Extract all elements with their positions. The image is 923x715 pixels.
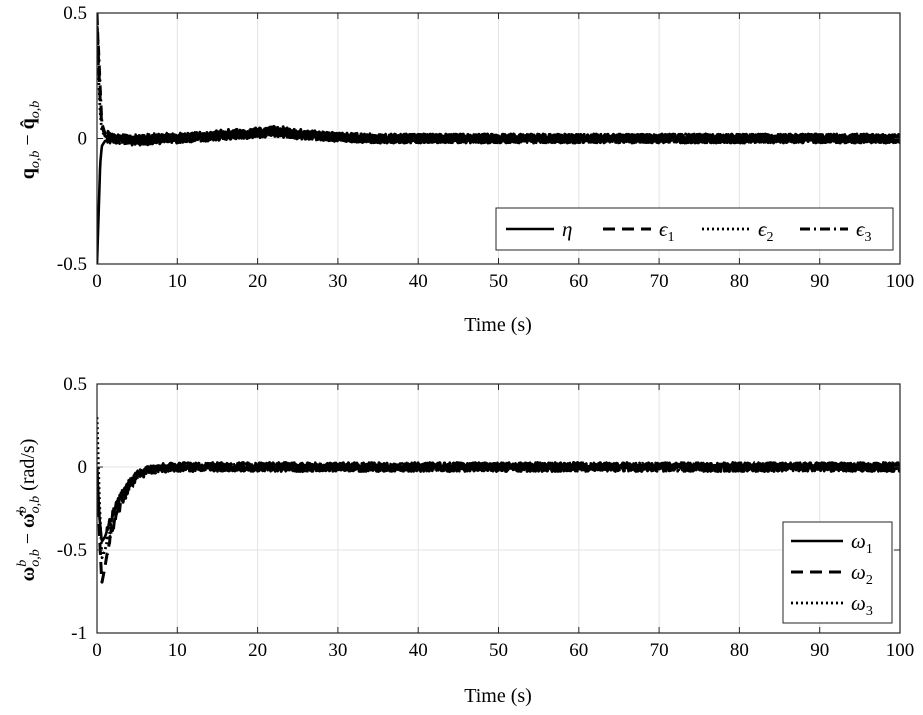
bottom-plot-grid bbox=[96, 383, 901, 634]
x-tick-label: 40 bbox=[409, 271, 428, 292]
legend-label: ϵ2 bbox=[758, 217, 773, 245]
top-plot-x-axis-label: Time (s) bbox=[464, 314, 532, 336]
series-line-omega3 bbox=[97, 417, 900, 560]
top-ylabel-sub2: o,b bbox=[28, 101, 43, 119]
bottom-ylabel-sub: o,b bbox=[28, 549, 43, 567]
x-tick-label: 30 bbox=[328, 640, 347, 661]
bottom-ylabel-sup2: b bbox=[15, 506, 30, 513]
legend-label: ω1 bbox=[851, 529, 873, 557]
bottom-plot-legend: ω1 ω2 ω3 bbox=[782, 521, 893, 624]
bottom-plot-x-axis-label: Time (s) bbox=[464, 685, 532, 707]
x-tick-label: 20 bbox=[248, 271, 267, 292]
legend-box bbox=[495, 207, 894, 251]
bottom-plot-x-ticks: 0 10 20 30 40 50 60 70 80 90 100 bbox=[92, 384, 914, 661]
top-ylabel-qhat: q̂ bbox=[17, 118, 39, 129]
x-tick-label: 10 bbox=[168, 271, 187, 292]
top-ylabel-q: q bbox=[17, 168, 39, 179]
legend-label: η bbox=[562, 217, 572, 241]
bottom-ylabel-minus: − bbox=[17, 528, 39, 549]
x-tick-label: 90 bbox=[810, 640, 829, 661]
x-tick-label: 50 bbox=[489, 271, 508, 292]
bottom-ylabel-unit: (rad/s) bbox=[17, 439, 39, 496]
bottom-plot-y-axis-label: ωbo,b − ω̂bo,b (rad/s) bbox=[15, 439, 43, 582]
top-ylabel-minus: − bbox=[17, 129, 39, 150]
x-tick-label: 100 bbox=[886, 271, 915, 292]
x-tick-label: 0 bbox=[92, 640, 102, 661]
y-tick-label: -0.5 bbox=[57, 254, 87, 275]
legend-label: ϵ1 bbox=[659, 217, 674, 245]
x-tick-label: 50 bbox=[489, 640, 508, 661]
top-plot: 0 10 20 30 40 50 60 70 80 90 100 -0.500.5 Time (s)… bbox=[17, 3, 914, 336]
y-tick-label: -0.5 bbox=[57, 540, 87, 561]
bottom-plot: 0 10 20 30 40 50 60 70 80 90 100 -1 -0.5 0 0.5 Time (… bbox=[15, 374, 914, 707]
top-plot-y-ticks: -0.5 0 0.5 bbox=[57, 3, 900, 275]
x-tick-label: 90 bbox=[810, 271, 829, 292]
x-tick-label: 40 bbox=[409, 640, 428, 661]
x-tick-label: 0 bbox=[92, 271, 102, 292]
x-tick-label: 60 bbox=[569, 640, 588, 661]
x-tick-label: 80 bbox=[730, 271, 749, 292]
x-tick-label: 60 bbox=[569, 271, 588, 292]
x-tick-label: 70 bbox=[650, 271, 669, 292]
y-tick-label: 0.5 bbox=[63, 374, 87, 395]
top-plot-series bbox=[97, 13, 900, 264]
y-tick-label: 0 bbox=[78, 457, 88, 478]
bottom-plot-y-ticks: -1 -0.5 0 0.5 bbox=[57, 374, 900, 644]
top-ylabel-sub: o,b bbox=[28, 151, 43, 169]
bottom-ylabel-sub2: o,b bbox=[28, 496, 43, 514]
x-tick-label: 30 bbox=[328, 271, 347, 292]
x-tick-label: 10 bbox=[168, 640, 187, 661]
x-tick-label: 100 bbox=[886, 640, 915, 661]
y-tick-label: 0 bbox=[78, 129, 88, 150]
x-tick-label: 80 bbox=[730, 640, 749, 661]
series-line-epsilon3 bbox=[97, 25, 900, 147]
y-tick-label: -1 bbox=[71, 623, 87, 644]
legend-label: ω3 bbox=[851, 591, 873, 619]
y-tick-label: 0.5 bbox=[63, 3, 87, 24]
x-tick-label: 70 bbox=[650, 640, 669, 661]
legend-label: ϵ3 bbox=[856, 217, 871, 245]
legend-label: ω2 bbox=[851, 560, 873, 588]
bottom-ylabel-omega: ω bbox=[17, 567, 39, 582]
top-plot-x-ticks: 0 10 20 30 40 50 60 70 80 90 100 bbox=[92, 13, 914, 292]
top-plot-legend: η ϵ1 ϵ2 ϵ3 bbox=[495, 207, 894, 251]
bottom-ylabel-sup: b bbox=[15, 560, 30, 567]
x-tick-label: 20 bbox=[248, 640, 267, 661]
bottom-ylabel-omegahat: ω̂ bbox=[17, 509, 39, 528]
bottom-plot-series bbox=[97, 417, 900, 584]
top-plot-y-axis-label: qo,b − q̂o,b bbox=[17, 101, 43, 180]
